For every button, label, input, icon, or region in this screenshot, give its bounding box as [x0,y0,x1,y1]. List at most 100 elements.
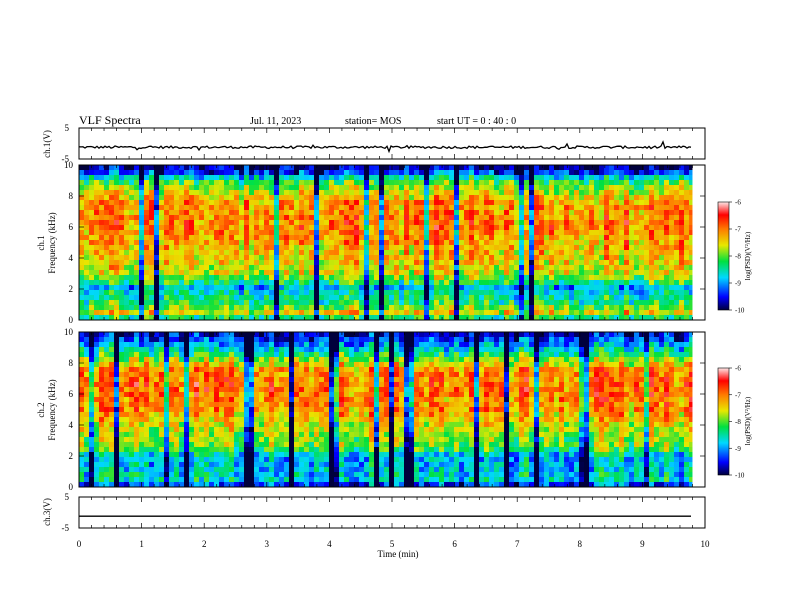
spectrogram-cell [464,285,469,290]
spectrogram-cell [309,170,314,175]
spectrogram-cell [154,220,159,225]
spectrogram-cell [199,200,204,205]
spectrogram-cell [209,170,214,175]
spectrogram-cell [504,210,509,215]
spectrogram-cell [339,195,344,200]
spectrogram-cell [269,260,274,265]
spectrogram-cell [464,210,469,215]
spectrogram-cell [689,205,693,210]
spectrogram-cell [544,245,549,250]
spectrogram-cell [449,210,454,215]
spectrogram-cell [494,230,499,235]
spectrogram-cell [594,180,599,185]
spectrogram-cell [174,305,179,310]
spectrogram-cell [149,462,154,467]
spectrogram-cell [299,275,304,280]
spectrogram-cell [254,215,259,220]
spectrogram-cell [169,422,174,427]
spectrogram-cell [434,255,439,260]
spectrogram-cell [269,240,274,245]
spectrogram-cell [284,165,289,170]
spectrogram-cell [574,170,579,175]
spectrogram-cell [679,235,684,240]
spectrogram-cell [559,170,564,175]
spectrogram-cell [429,240,434,245]
spectrogram-cell [664,305,669,310]
spectrogram-cell [174,357,179,362]
spectrogram-cell [579,245,584,250]
spectrogram-cell [219,210,224,215]
spectrogram-cell [94,472,99,477]
spectrogram-cell [399,280,404,285]
spectrogram-cell [374,225,379,230]
spectrogram-cell [139,342,144,347]
spectrogram-cell [94,230,99,235]
spectrogram-cell [109,275,114,280]
spectrogram-cell [519,225,524,230]
spectrogram-cell [169,402,174,407]
spectrogram-cell [184,362,189,367]
spectrogram-cell [494,260,499,265]
spectrogram-cell [334,265,339,270]
spectrogram-cell [374,290,379,295]
spectrogram-cell [334,240,339,245]
spectrogram-cell [534,180,539,185]
spectrogram-cell [184,457,189,462]
spectrogram-cell [144,310,149,315]
spectrogram-cell [659,265,664,270]
spectrogram-cell [324,175,329,180]
spectrogram-cell [99,402,104,407]
spectrogram-cell [139,255,144,260]
spectrogram-cell [604,300,609,305]
spectrogram-cell [114,180,119,185]
spectrogram-cell [469,255,474,260]
spectrogram-cell [184,280,189,285]
spectrogram-cell [554,170,559,175]
spectrogram-cell [374,180,379,185]
spectrogram-cell [234,180,239,185]
spectrogram-cell [204,175,209,180]
spectrogram-cell [109,407,114,412]
spectrogram-cell [414,255,419,260]
spectrogram-cell [179,347,184,352]
spectrogram-cell [94,285,99,290]
spectrogram-cell [194,402,199,407]
spectrogram-cell [199,305,204,310]
spectrogram-cell [464,275,469,280]
spectrogram-cell [259,310,264,315]
spectrogram-cell [114,275,119,280]
spectrogram-cell [194,447,199,452]
spectrogram-cell [654,195,659,200]
spectrogram-cell [84,397,89,402]
spectrogram-cell [139,347,144,352]
spectrogram-cell [569,235,574,240]
spectrogram-cell [84,290,89,295]
spectrogram-cell [184,190,189,195]
spectrogram-cell [414,240,419,245]
spectrogram-cell [119,367,124,372]
spectrogram-cell [369,200,374,205]
spectrogram-cell [444,185,449,190]
spectrogram-cell [599,205,604,210]
spectrogram-cell [184,397,189,402]
spectrogram-cell [684,215,689,220]
spectrogram-cell [499,170,504,175]
spectrogram-cell [369,225,374,230]
spectrogram-cell [689,230,693,235]
spectrogram-cell [134,235,139,240]
spectrogram-cell [449,180,454,185]
spectrogram-cell [159,280,164,285]
spectrogram-cell [154,280,159,285]
spectrogram-cell [134,397,139,402]
spectrogram-cell [544,195,549,200]
spectrogram-cell [464,245,469,250]
spectrogram-cell [184,357,189,362]
spectrogram-cell [504,245,509,250]
spectrogram-cell [509,315,514,320]
spectrogram-cell [644,215,649,220]
spectrogram-cell [99,432,104,437]
spectrogram-cell [189,362,194,367]
spectrogram-cell [529,185,534,190]
spectrogram-cell [119,245,124,250]
spectrogram-cell [509,205,514,210]
